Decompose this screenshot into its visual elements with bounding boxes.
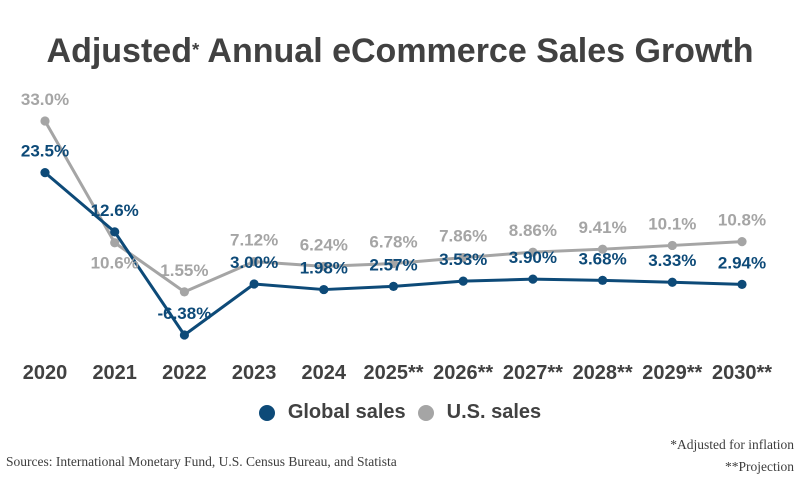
us-sales-legend-dot <box>417 404 434 421</box>
global-sales-data-label: 3.68% <box>578 249 626 268</box>
global-sales-line <box>43 171 744 337</box>
global-sales-point <box>179 330 189 340</box>
u-s-sales-point <box>598 244 608 254</box>
global-sales-data-label: 2.57% <box>369 255 417 274</box>
global-sales-data-label: 23.5% <box>21 142 69 161</box>
u-s-sales-data-label: 9.41% <box>578 218 626 237</box>
u-s-sales-point <box>458 253 468 263</box>
u-s-sales-data-label: 10.8% <box>718 211 766 230</box>
title-text-before: Adjusted <box>46 31 192 70</box>
global-sales-point <box>737 279 747 289</box>
sources-text: Sources: International Monetary Fund, U.… <box>6 454 397 469</box>
global-sales-point <box>388 281 399 291</box>
global-sales-data-label: -6.38% <box>157 304 211 323</box>
u-s-sales-data-label: 6.24% <box>300 235 348 254</box>
u-s-sales-point <box>388 258 399 269</box>
global-sales-point <box>458 276 468 286</box>
u-s-sales-point <box>737 237 747 247</box>
title-asterisk: * <box>191 39 200 60</box>
line-chart: 23.5% 12.6% -6.38% 3.00% 1.98% 2.57% 3.53% 3.90… <box>21 90 772 384</box>
x-axis-label: 2030** <box>712 362 772 384</box>
x-axis-label: 2029** <box>642 362 702 384</box>
global-sales-data-label: 2.94% <box>718 253 766 272</box>
global-sales-point <box>667 277 677 287</box>
global-sales-point <box>598 275 608 285</box>
footnotes: *Adjusted for inflation **Projection <box>670 434 794 477</box>
global-sales-data-label: 3.00% <box>230 253 278 272</box>
u-s-sales-data-label: 6.78% <box>369 232 417 251</box>
global-sales-legend-dot <box>258 404 275 421</box>
x-axis-label: 2024 <box>302 362 347 384</box>
u-s-sales-point <box>667 240 677 251</box>
global-sales-point <box>40 168 50 178</box>
u-s-sales-point <box>249 257 259 267</box>
footnote-adjusted: *Adjusted for inflation <box>670 437 794 452</box>
global-sales-data-label: 3.33% <box>648 251 696 270</box>
global-sales-legend-label: Global sales <box>287 401 406 423</box>
u-s-sales-data-label: 8.86% <box>509 221 557 240</box>
global-sales-data-label: 3.90% <box>509 248 557 267</box>
footnote-projection: **Projection <box>725 458 794 474</box>
title-text-after: Annual eCommerce Sales Growth <box>199 31 754 70</box>
x-axis-label: 2022 <box>162 362 207 384</box>
chart-title: Adjusted* Annual eCommerce Sales Growth <box>0 30 800 71</box>
u-s-sales-point <box>319 261 329 272</box>
u-s-sales-data-label: 1.55% <box>160 261 208 280</box>
legend-item-us-sales: U.S. sales <box>417 401 542 424</box>
x-axis-label: 2026** <box>433 362 493 384</box>
x-axis-label: 2027** <box>503 362 563 384</box>
u-s-sales-point <box>40 116 50 126</box>
u-s-sales-data-label: 10.1% <box>648 214 696 233</box>
global-sales-point <box>110 227 120 237</box>
u-s-sales-data-label: 33.0% <box>21 90 69 109</box>
legend-item-global-sales: Global sales <box>258 401 406 424</box>
x-axis-label: 2021 <box>92 362 137 384</box>
global-sales-point <box>249 279 259 289</box>
u-s-sales-point <box>110 238 120 248</box>
global-sales-data-label: 1.98% <box>300 259 348 278</box>
u-s-sales-data-label: 7.86% <box>439 227 487 246</box>
chart-legend: Global sales U.S. sales <box>0 401 800 424</box>
global-sales-data-label: 12.6% <box>91 201 139 220</box>
x-axis-label: 2023 <box>232 362 277 384</box>
u-s-sales-point <box>179 287 189 297</box>
global-sales-point <box>319 284 329 295</box>
x-axis-label: 2025** <box>363 362 423 384</box>
x-axis-label: 2028** <box>573 362 633 384</box>
u-s-sales-data-label: 7.12% <box>230 231 278 250</box>
u-s-sales-point <box>528 247 538 257</box>
global-sales-data-label: 3.53% <box>439 250 487 269</box>
global-sales-point <box>528 274 538 284</box>
u-s-sales-data-label: 10.6% <box>91 254 139 273</box>
us-sales-legend-label: U.S. sales <box>446 401 542 423</box>
x-axis-label: 2020 <box>23 362 68 384</box>
